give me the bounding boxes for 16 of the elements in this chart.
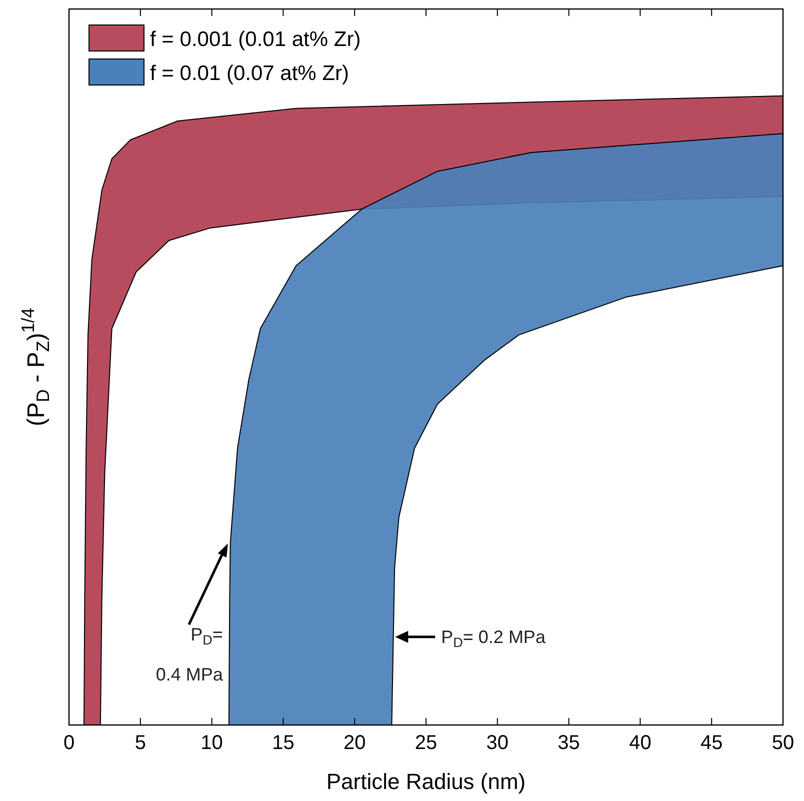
x-tick-label: 5 [134, 732, 146, 754]
x-tick-label: 45 [700, 732, 723, 754]
x-tick-label: 30 [486, 732, 509, 754]
annotation: P$_{D}$= 0.4 MPa [156, 624, 224, 685]
legend-label: f = 0.001 (0.01 at% Zr) [150, 28, 361, 51]
x-tick-label: 15 [272, 732, 294, 754]
x-tick-label: 0 [63, 732, 75, 754]
x-tick-label: 25 [414, 732, 438, 754]
x-tick-label: 35 [558, 732, 580, 754]
annotation: P$_{D}$= 0.2 MPa [441, 626, 546, 650]
legend-label: f = 0.01 (0.07 at% Zr) [150, 62, 350, 85]
x-tick-label: 50 [772, 732, 794, 754]
x-axis-title: Particle Radius (nm) [326, 769, 526, 794]
x-tick-label: 40 [629, 732, 652, 754]
x-tick-label: 20 [343, 732, 366, 754]
x-tick-label: 10 [200, 732, 223, 754]
